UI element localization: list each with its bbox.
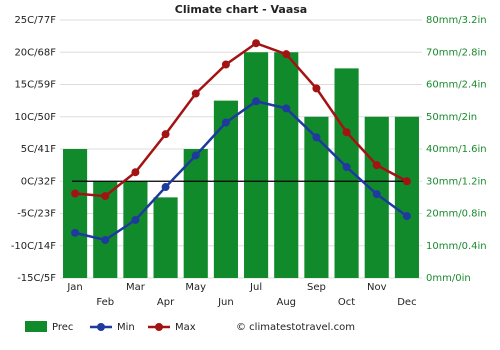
- chart-title: Climate chart - Vaasa: [175, 3, 307, 16]
- y-tick-label: -10C/14F: [11, 241, 56, 252]
- point: [131, 168, 140, 177]
- point: [402, 177, 411, 186]
- bar: [274, 52, 299, 278]
- x-tick-label: Dec: [397, 297, 416, 308]
- y2-tick-label: 30mm/1.2in: [426, 176, 487, 187]
- point: [191, 89, 200, 98]
- y-tick-label: -15C/5F: [17, 273, 56, 284]
- legend-swatch: [155, 323, 163, 331]
- x-tick-label: Aug: [276, 297, 296, 308]
- x-tick-label: Jan: [66, 282, 82, 293]
- line: [74, 99, 408, 242]
- point: [221, 118, 230, 127]
- x-tick-label: Feb: [96, 297, 114, 308]
- x-tick-label: Apr: [157, 297, 175, 308]
- legend-swatch: [25, 321, 47, 332]
- point: [71, 228, 80, 237]
- point: [312, 84, 321, 93]
- bar: [63, 149, 88, 278]
- point: [252, 39, 261, 48]
- point: [372, 190, 381, 199]
- x-tick-label: Jul: [249, 282, 262, 293]
- point: [101, 235, 110, 244]
- credit: © climatestotravel.com: [236, 322, 355, 333]
- legend-label: Max: [175, 322, 196, 333]
- legend-label: Min: [117, 322, 135, 333]
- point: [372, 161, 381, 170]
- point: [282, 104, 291, 113]
- point: [191, 151, 200, 160]
- y-tick-label: 25C/77F: [14, 15, 56, 26]
- y2-tick-label: 10mm/0.4in: [426, 241, 487, 252]
- x-tick-label: Oct: [338, 297, 355, 308]
- point: [252, 97, 261, 106]
- y2-tick-label: 60mm/2.4in: [426, 80, 487, 91]
- point: [402, 212, 411, 221]
- point: [342, 163, 351, 172]
- line: [74, 41, 408, 198]
- y2-tick-label: 50mm/2in: [426, 112, 477, 123]
- bar: [183, 149, 208, 278]
- y2-tick-label: 80mm/3.2in: [426, 15, 487, 26]
- y-tick-label: 20C/68F: [14, 47, 56, 58]
- bar: [153, 197, 178, 278]
- point: [312, 133, 321, 142]
- legend-swatch: [97, 323, 105, 331]
- y2-tick-label: 70mm/2.8in: [426, 47, 487, 58]
- point: [342, 128, 351, 137]
- y2-tick-label: 20mm/0.8in: [426, 209, 487, 220]
- y-tick-label: 5C/41F: [21, 144, 56, 155]
- x-tick-label: Sep: [307, 282, 326, 293]
- y-tick-label: -5C/23F: [17, 209, 56, 220]
- y2-tick-label: 0mm/0in: [426, 273, 471, 284]
- y-tick-label: 15C/59F: [14, 80, 56, 91]
- point: [282, 50, 291, 59]
- point: [221, 60, 230, 69]
- bar: [394, 116, 419, 278]
- point: [131, 215, 140, 224]
- y-tick-label: 0C/32F: [21, 176, 56, 187]
- bar: [244, 52, 269, 278]
- point: [101, 192, 110, 201]
- bar: [213, 100, 238, 278]
- point: [71, 189, 80, 198]
- bar: [123, 181, 148, 278]
- x-tick-label: Mar: [126, 282, 146, 293]
- y2-tick-label: 40mm/1.6in: [426, 144, 487, 155]
- x-tick-label: Nov: [367, 282, 387, 293]
- legend-label: Prec: [52, 322, 73, 333]
- point: [161, 130, 170, 139]
- x-tick-label: Jun: [217, 297, 234, 308]
- x-tick-label: May: [185, 282, 206, 293]
- point: [161, 183, 170, 192]
- y-tick-label: 10C/50F: [14, 112, 56, 123]
